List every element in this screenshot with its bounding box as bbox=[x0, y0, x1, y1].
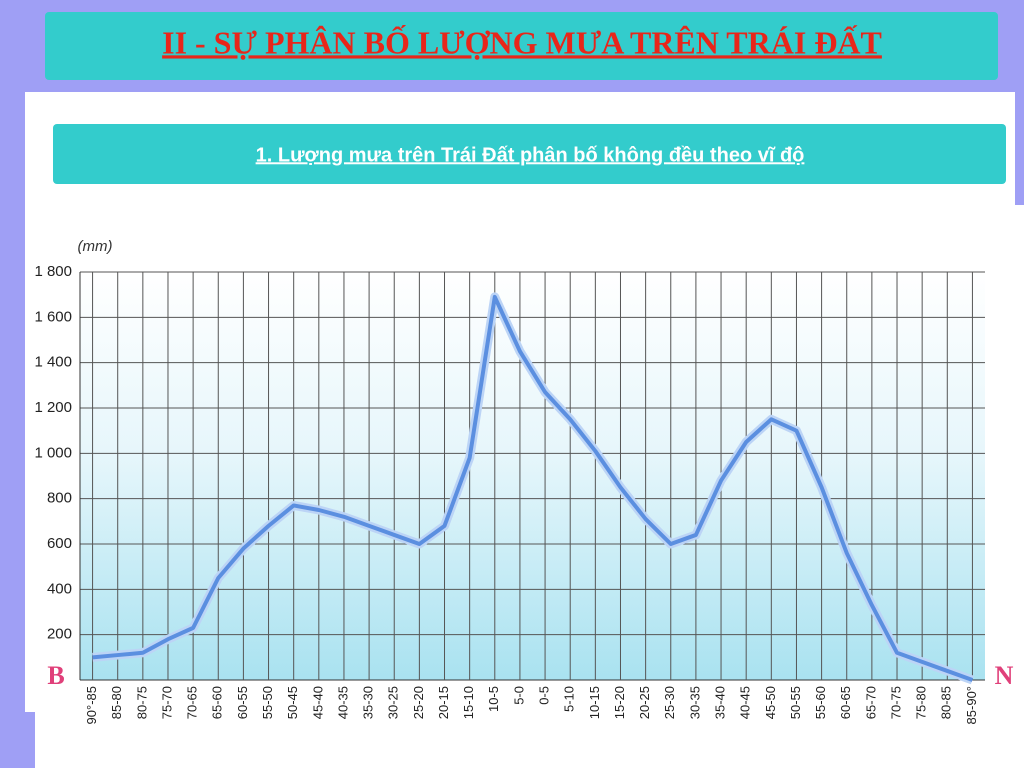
y-tick-label: 1 400 bbox=[34, 354, 72, 371]
y-tick-label: 200 bbox=[47, 626, 72, 643]
y-tick-label: 400 bbox=[47, 580, 72, 597]
x-tick-label: 10-15 bbox=[587, 686, 602, 719]
x-tick-label: 70-75 bbox=[888, 686, 903, 719]
y-tick-label: 1 600 bbox=[34, 308, 72, 325]
x-tick-label: 10-5 bbox=[486, 686, 501, 712]
x-tick-label: 0-5 bbox=[537, 686, 552, 705]
x-tick-label: 25-30 bbox=[662, 686, 677, 719]
x-tick-label: 30-35 bbox=[687, 686, 702, 719]
x-tick-label: 65-60 bbox=[210, 686, 225, 719]
x-tick-label: 20-15 bbox=[436, 686, 451, 719]
x-tick-label: 15-10 bbox=[461, 686, 476, 719]
y-tick-label: 1 800 bbox=[34, 263, 72, 280]
subtitle-box bbox=[53, 124, 1006, 184]
x-tick-label: 55-50 bbox=[260, 686, 275, 719]
x-tick-label: 60-65 bbox=[838, 686, 853, 719]
x-tick-label: 70-65 bbox=[185, 686, 200, 719]
x-tick-label: 40-35 bbox=[335, 686, 350, 719]
y-tick-label: 1 200 bbox=[34, 399, 72, 416]
x-tick-label: 20-25 bbox=[637, 686, 652, 719]
slide-title: II - SỰ PHÂN BỐ LƯỢNG MƯA TRÊN TRÁI ĐẤT bbox=[162, 24, 882, 60]
x-tick-label: 5-10 bbox=[562, 686, 577, 712]
x-tick-label: 35-30 bbox=[361, 686, 376, 719]
x-tick-label: 85-90° bbox=[964, 686, 979, 724]
x-tick-label: 90°-85 bbox=[84, 686, 99, 724]
x-tick-label: 85-80 bbox=[109, 686, 124, 719]
title-box bbox=[45, 12, 998, 80]
south-label: N bbox=[995, 661, 1014, 690]
y-axis-label: (mm) bbox=[78, 238, 113, 255]
x-tick-label: 55-60 bbox=[813, 686, 828, 719]
x-tick-label: 15-20 bbox=[612, 686, 627, 719]
x-tick-label: 75-80 bbox=[914, 686, 929, 719]
y-tick-label: 600 bbox=[47, 535, 72, 552]
north-label: B bbox=[47, 661, 64, 690]
x-tick-label: 40-45 bbox=[738, 686, 753, 719]
x-tick-label: 50-45 bbox=[285, 686, 300, 719]
line bbox=[92, 294, 974, 682]
x-tick-label: 45-40 bbox=[310, 686, 325, 719]
x-tick-label: 5-0 bbox=[511, 686, 526, 705]
x-tick-label: 80-75 bbox=[134, 686, 149, 719]
plot-area bbox=[80, 272, 985, 680]
x-tick-label: 50-55 bbox=[788, 686, 803, 719]
slide-subtitle: 1. Lượng mưa trên Trái Đất phân bố không… bbox=[256, 144, 805, 166]
x-tick-label: 60-55 bbox=[235, 686, 250, 719]
x-tick-label: 30-25 bbox=[386, 686, 401, 719]
x-tick-label: 75-70 bbox=[159, 686, 174, 719]
x-tick-label: 35-40 bbox=[712, 686, 727, 719]
x-tick-label: 65-70 bbox=[863, 686, 878, 719]
y-tick-label: 800 bbox=[47, 490, 72, 507]
x-tick-label: 45-50 bbox=[763, 686, 778, 719]
x-tick-label: 25-20 bbox=[411, 686, 426, 719]
x-tick-label: 80-85 bbox=[939, 686, 954, 719]
y-tick-label: 1 000 bbox=[34, 444, 72, 461]
